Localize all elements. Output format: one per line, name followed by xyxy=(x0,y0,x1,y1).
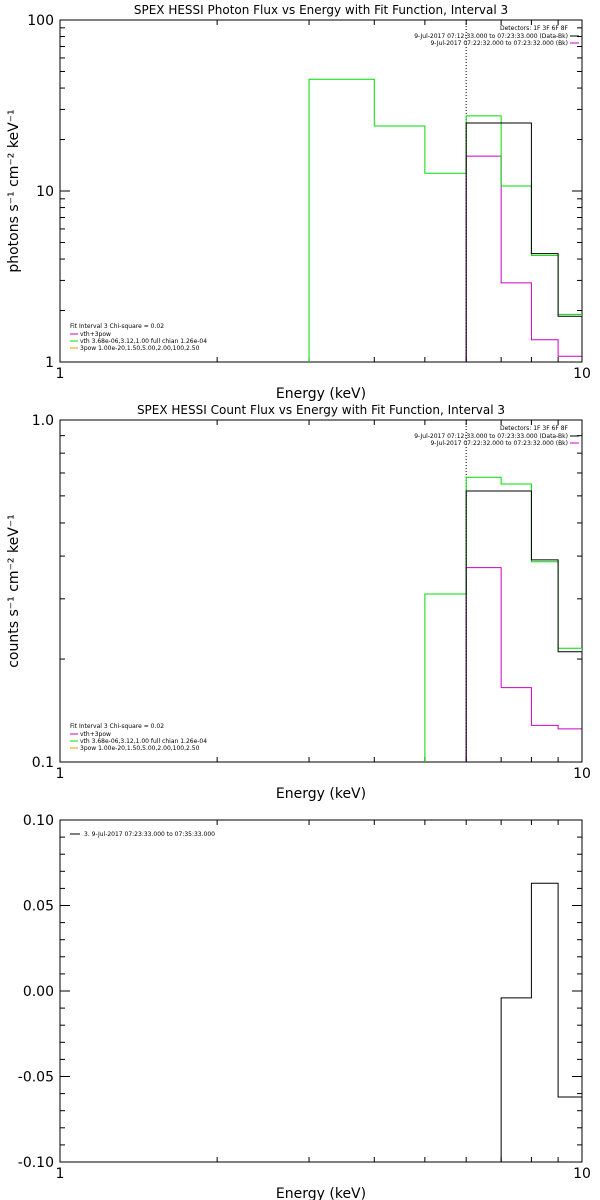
legend-header: Detectors: 1F 3F 6F 8F xyxy=(500,425,569,432)
plot-frame xyxy=(59,819,583,1163)
x-tick-label: 1 xyxy=(56,766,65,782)
y-tick-label: 1.0 xyxy=(32,413,54,429)
legend-header: Fit Interval 3 Chi-square = 0.02 xyxy=(70,323,164,330)
legend-top-right: Detectors: 1F 3F 6F 8F9-Jul-2017 07:12:3… xyxy=(414,25,579,47)
series-line-2 xyxy=(465,567,582,762)
x-axis-label: Energy (keV) xyxy=(276,786,366,802)
series-line-3 xyxy=(308,78,582,362)
legend-entry: 9-Jul-2017 07:22:32.000 to 07:23:32.000 … xyxy=(430,40,568,47)
series-line-3 xyxy=(424,476,582,762)
legend-top-right: Detectors: 1F 3F 6F 8F9-Jul-2017 07:12:3… xyxy=(414,425,579,447)
chart-title: SPEX HESSI Count Flux vs Energy with Fit… xyxy=(137,403,505,417)
x-tick-label: 1 xyxy=(56,1166,65,1182)
y-tick-label: 0.05 xyxy=(23,899,54,915)
legend-entry: 9-Jul-2017 07:12:33.000 to 07:23:33.000 … xyxy=(414,33,568,40)
y-tick-label: -0.10 xyxy=(18,1155,54,1171)
legend-entry: 3pow 1.00e-20,1.50,5.00,2.00,100,2.50 xyxy=(80,345,200,352)
legend-entry: vth 3.68e-06,3.12,1.00 full chian 1.26e-… xyxy=(80,738,207,745)
chart-panel-1: 1 10 1 10 100 SPEX HESSI Photon Flux vs Energ… xyxy=(6,3,591,402)
legend-bottom-left: Fit Interval 3 Chi-square = 0.02vth+3pow… xyxy=(70,323,207,352)
chart-panel-2: 1 10 0.1 1.0 SPEX HESSI Count Flux vs Energy… xyxy=(6,403,591,802)
legend-entry: vth 3.68e-06,3.12,1.00 full chian 1.26e-… xyxy=(80,338,207,345)
series-line-1 xyxy=(465,122,582,362)
plot-frame xyxy=(59,19,583,363)
chart-panel-3: 1 10 -0.10 -0.05 0.00 0.05 0.10 Energy (keV) 3. … xyxy=(18,813,591,1200)
legend-header: Fit Interval 3 Chi-square = 0.02 xyxy=(70,723,164,730)
plot-frame xyxy=(59,419,583,763)
legend-entry: 3. 9-Jul-2017 07:23:33.000 to 07:35:33.0… xyxy=(84,831,215,838)
legend-bottom-left: Fit Interval 3 Chi-square = 0.02vth+3pow… xyxy=(70,723,207,752)
y-axis-label: photons s⁻¹ cm⁻² keV⁻¹ xyxy=(6,109,22,272)
y-axis-label: counts s⁻¹ cm⁻² keV⁻¹ xyxy=(6,514,22,668)
y-tick-label: 0.10 xyxy=(23,813,54,829)
chart-title: SPEX HESSI Photon Flux vs Energy with Fi… xyxy=(134,3,508,17)
y-tick-label: 100 xyxy=(27,13,54,29)
y-tick-label: 1 xyxy=(45,355,54,371)
y-tick-label: 0.1 xyxy=(32,755,54,771)
legend-entry: 9-Jul-2017 07:12:33.000 to 07:23:33.000 … xyxy=(414,433,568,440)
series-line-2 xyxy=(465,155,582,362)
legend-entry: 9-Jul-2017 07:22:32.000 to 07:23:32.000 … xyxy=(430,440,568,447)
series-line-1 xyxy=(465,490,582,762)
x-axis-label: Energy (keV) xyxy=(276,1186,366,1200)
x-tick-label: 10 xyxy=(573,1166,591,1182)
legend-header: Detectors: 1F 3F 6F 8F xyxy=(500,25,569,32)
x-tick-label: 10 xyxy=(573,766,591,782)
x-axis-label: Energy (keV) xyxy=(276,386,366,402)
series-line-1 xyxy=(466,882,582,1162)
y-tick-label: 10 xyxy=(36,184,54,200)
legend-entry: vth+3pow xyxy=(80,331,111,338)
y-tick-label: 0.00 xyxy=(23,984,54,1000)
x-tick-label: 1 xyxy=(56,366,65,382)
x-tick-label: 10 xyxy=(573,366,591,382)
y-tick-label: -0.05 xyxy=(18,1070,54,1086)
legend-entry: 3pow 1.00e-20,1.50,5.00,2.00,100,2.50 xyxy=(80,745,200,752)
legend-entry: vth+3pow xyxy=(80,731,111,738)
legend-top-left: 3. 9-Jul-2017 07:23:33.000 to 07:35:33.0… xyxy=(70,831,215,838)
